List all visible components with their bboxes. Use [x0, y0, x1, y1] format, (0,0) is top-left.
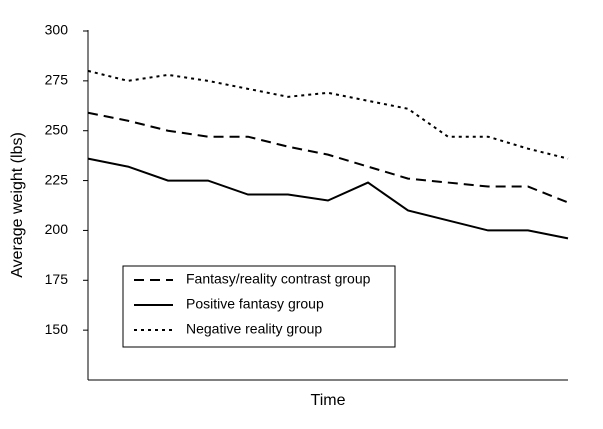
- series-line: [87, 69, 569, 160]
- y-tick-label: 175: [45, 271, 69, 287]
- y-tick-label: 225: [45, 171, 69, 187]
- series-line: [87, 111, 569, 204]
- x-axis-label: Time: [311, 392, 346, 409]
- y-tick-label: 150: [45, 321, 69, 337]
- y-tick-label: 200: [45, 221, 69, 237]
- series-line: [87, 157, 569, 240]
- legend-label: Positive fantasy group: [186, 296, 324, 312]
- legend-label: Fantasy/reality contrast group: [186, 271, 371, 287]
- y-tick-label: 275: [45, 72, 69, 88]
- y-tick-label: 250: [45, 121, 69, 137]
- legend-label: Negative reality group: [186, 321, 322, 337]
- y-tick-label: 300: [45, 22, 69, 38]
- y-axis-label: Average weight (lbs): [9, 132, 26, 278]
